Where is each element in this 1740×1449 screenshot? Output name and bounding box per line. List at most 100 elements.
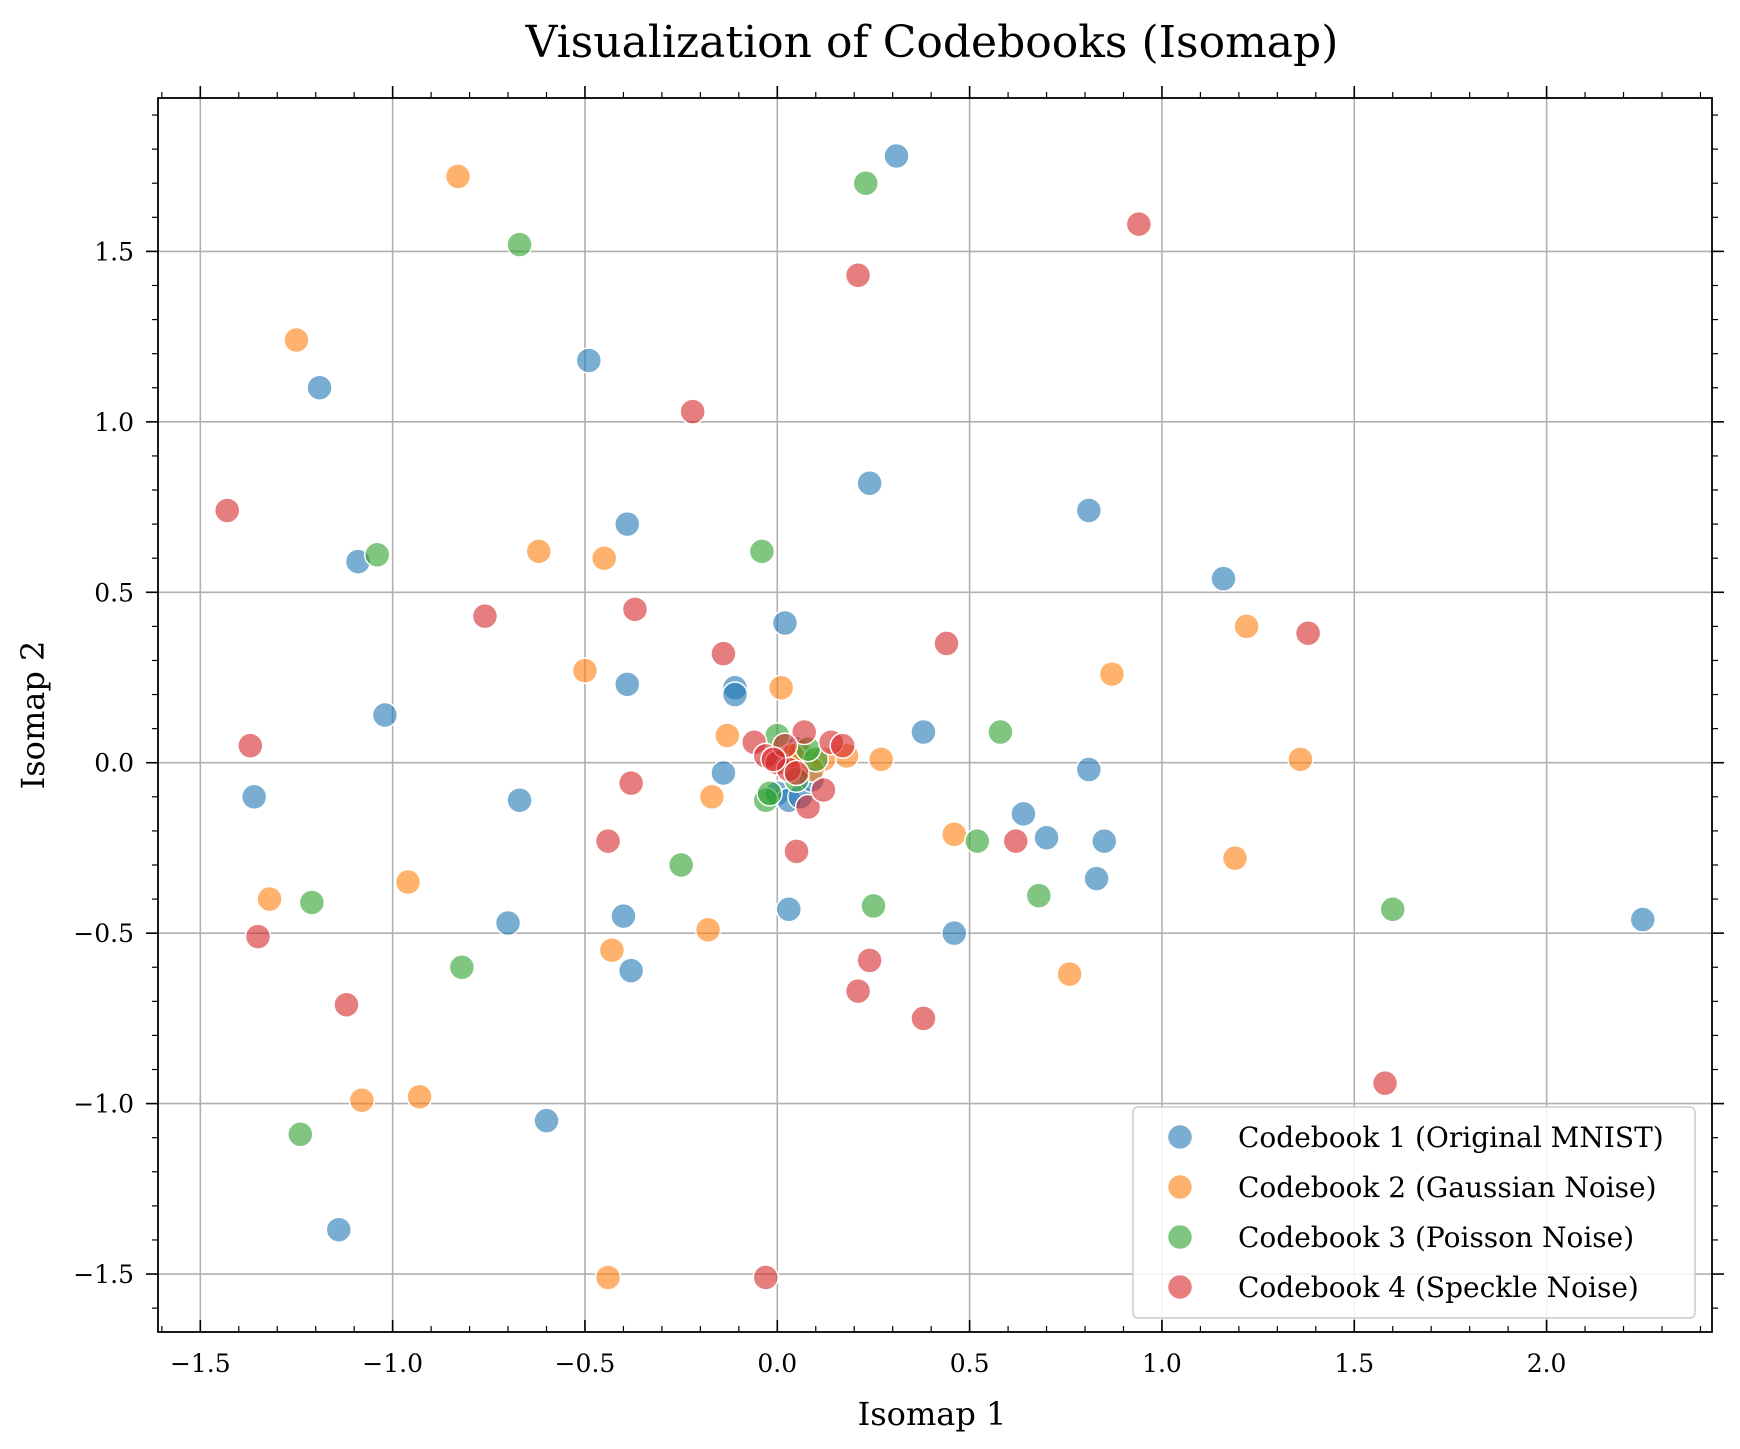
- data-point: [714, 722, 741, 749]
- data-point: [406, 1083, 433, 1111]
- data-point: [883, 142, 910, 170]
- x-tick-label: −1.0: [362, 1349, 423, 1378]
- data-point: [1629, 906, 1657, 933]
- data-point: [910, 718, 937, 746]
- data-point: [494, 909, 522, 937]
- data-point: [721, 681, 749, 708]
- data-point: [810, 776, 837, 804]
- data-point: [987, 718, 1014, 746]
- chart-title: Visualization of Codebooks (Isomap): [525, 17, 1339, 68]
- legend-label: Codebook 3 (Poisson Noise): [1238, 1221, 1634, 1254]
- data-point: [856, 947, 883, 974]
- legend-marker: [1166, 1173, 1194, 1201]
- data-point: [306, 374, 333, 402]
- data-point: [471, 602, 499, 630]
- x-tick-label: −0.5: [555, 1349, 616, 1378]
- data-point: [240, 783, 268, 811]
- data-point: [614, 510, 641, 538]
- y-tick-label: −1.0: [73, 1090, 134, 1119]
- data-point: [610, 902, 637, 930]
- data-point: [1033, 824, 1060, 851]
- data-point: [617, 957, 645, 984]
- legend-marker: [1166, 1223, 1194, 1251]
- data-point: [287, 1121, 314, 1148]
- data-point: [1075, 497, 1103, 524]
- data-point: [617, 769, 645, 797]
- data-point: [213, 497, 241, 524]
- data-point: [598, 936, 626, 964]
- x-axis-label: Isomap 1: [858, 1395, 1007, 1433]
- data-point: [298, 889, 326, 916]
- legend-label: Codebook 1 (Original MNIST): [1238, 1121, 1664, 1154]
- data-point: [667, 851, 695, 879]
- data-point: [1002, 827, 1030, 855]
- data-point: [910, 1005, 937, 1032]
- data-point: [237, 732, 264, 759]
- data-point: [1010, 800, 1037, 828]
- data-point: [756, 780, 783, 807]
- data-point: [679, 398, 706, 425]
- data-point: [710, 640, 737, 667]
- data-point: [767, 674, 795, 701]
- y-tick-label: −1.5: [73, 1260, 134, 1289]
- grid: [158, 98, 1712, 1332]
- data-point: [621, 596, 649, 623]
- data-point: [1083, 865, 1110, 892]
- data-point: [244, 923, 272, 950]
- data-point: [1233, 613, 1260, 640]
- data-point: [1371, 1069, 1399, 1097]
- data-point: [448, 954, 476, 981]
- data-point: [614, 671, 641, 698]
- data-point: [256, 885, 283, 913]
- data-point: [829, 732, 856, 759]
- data-point: [506, 786, 533, 814]
- x-tick-label: 0.0: [757, 1349, 797, 1378]
- series-2: [256, 163, 1314, 1291]
- legend-label: Codebook 4 (Speckle Noise): [1238, 1271, 1639, 1304]
- data-point: [283, 326, 310, 354]
- data-point: [506, 231, 533, 258]
- data-point: [571, 657, 599, 684]
- y-axis-label: Isomap 2: [14, 641, 52, 790]
- data-point: [794, 793, 822, 821]
- data-point: [1125, 210, 1153, 238]
- data-point: [348, 1086, 376, 1114]
- data-point: [933, 630, 960, 657]
- x-tick-label: 0.5: [950, 1349, 990, 1378]
- axis-ticks: [146, 86, 1724, 1332]
- data-point: [1098, 660, 1126, 688]
- data-point: [1056, 960, 1083, 988]
- data-point: [1379, 896, 1406, 923]
- data-point: [1221, 844, 1249, 872]
- data-point: [748, 538, 776, 565]
- data-point: [844, 977, 872, 1005]
- data-point: [1210, 565, 1237, 592]
- x-tick-label: −1.5: [170, 1349, 231, 1378]
- y-tick-label: 1.0: [94, 408, 134, 437]
- x-tick-label: 1.0: [1142, 1349, 1182, 1378]
- x-tick-label: 2.0: [1527, 1349, 1567, 1378]
- data-point: [394, 868, 422, 896]
- data-point: [940, 919, 968, 947]
- data-point: [1090, 827, 1118, 855]
- data-point: [856, 469, 883, 497]
- data-point: [590, 544, 618, 572]
- data-point: [783, 838, 810, 865]
- y-tick-label: 0.5: [94, 578, 134, 607]
- data-point: [364, 541, 391, 569]
- legend-marker: [1166, 1123, 1194, 1151]
- y-tick-label: 1.5: [94, 237, 134, 266]
- data-point: [852, 169, 880, 197]
- data-point: [371, 701, 399, 729]
- data-point: [964, 827, 991, 855]
- data-point: [1075, 756, 1103, 783]
- data-point: [1287, 746, 1314, 773]
- series-4: [213, 210, 1399, 1291]
- data-point: [790, 718, 818, 746]
- data-point: [575, 347, 603, 374]
- y-tick-label: 0.0: [94, 749, 134, 778]
- data-point: [594, 827, 622, 855]
- data-point: [1025, 882, 1053, 909]
- data-point: [444, 163, 472, 190]
